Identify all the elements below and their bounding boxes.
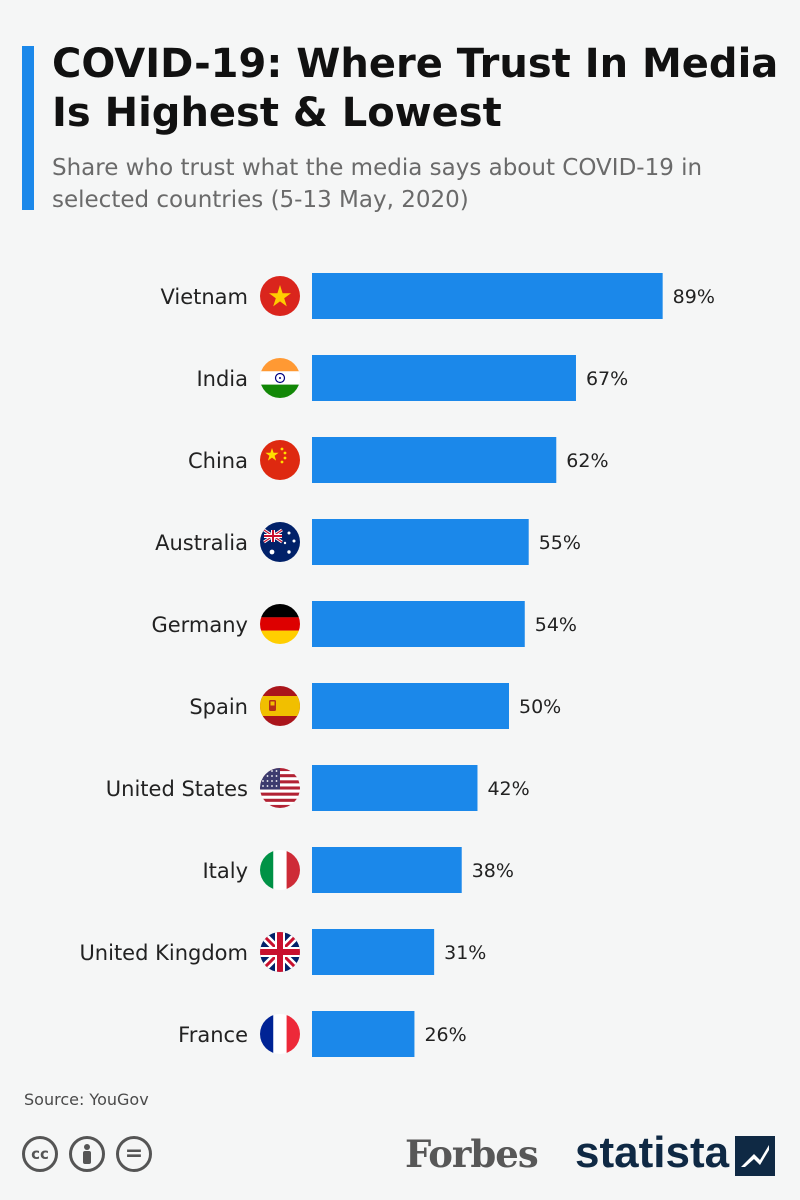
- category-label: France: [178, 1022, 248, 1048]
- category-label: India: [196, 366, 248, 392]
- australia-flag-icon: [260, 522, 300, 562]
- spain-flag-icon: [260, 686, 300, 726]
- category-label: Vietnam: [160, 284, 248, 310]
- bar-chart: Vietnam 89% India 67% China 62% Australia 55% Ge…: [0, 260, 800, 1070]
- chart-subtitle: Share who trust what the media says abou…: [52, 152, 782, 216]
- category-label: Germany: [151, 612, 248, 638]
- category-label: United States: [106, 776, 248, 802]
- value-label: 67%: [586, 367, 628, 391]
- value-label: 62%: [566, 449, 608, 473]
- chart-row: Italy 38%: [0, 846, 800, 896]
- india-flag-icon: [260, 358, 300, 398]
- no-derivatives-icon[interactable]: =: [116, 1136, 152, 1172]
- china-flag-icon: [260, 440, 300, 480]
- chart-row: India 67%: [0, 354, 800, 404]
- italy-flag-icon: [260, 850, 300, 890]
- category-label: Spain: [189, 694, 248, 720]
- chart-row: China 62%: [0, 436, 800, 486]
- attribution-icon[interactable]: [69, 1136, 105, 1172]
- statista-mark-icon: [735, 1136, 775, 1176]
- value-label: 89%: [673, 285, 715, 309]
- chart-row: United Kingdom 31%: [0, 928, 800, 978]
- statista-logo[interactable]: statista: [575, 1128, 729, 1178]
- value-label: 54%: [535, 613, 577, 637]
- chart-title: COVID-19: Where Trust In Media Is Highes…: [52, 40, 782, 138]
- germany-flag-icon: [260, 604, 300, 644]
- united-kingdom-flag-icon: [260, 932, 300, 972]
- value-label: 38%: [472, 859, 514, 883]
- united-states-flag-icon: [260, 768, 300, 808]
- chart-row: France 26%: [0, 1010, 800, 1060]
- value-label: 50%: [519, 695, 561, 719]
- chart-row: United States 42%: [0, 764, 800, 814]
- chart-row: Australia 55%: [0, 518, 800, 568]
- title-accent-bar: [22, 46, 34, 210]
- category-label: China: [188, 448, 248, 474]
- category-label: Italy: [202, 858, 248, 884]
- chart-row: Spain 50%: [0, 682, 800, 732]
- forbes-logo[interactable]: Forbes: [405, 1132, 538, 1176]
- vietnam-flag-icon: [260, 276, 300, 316]
- chart-row: Vietnam 89%: [0, 272, 800, 322]
- category-label: Australia: [155, 530, 248, 556]
- source-note: Source: YouGov: [24, 1090, 149, 1109]
- value-label: 42%: [487, 777, 529, 801]
- value-label: 31%: [444, 941, 486, 965]
- france-flag-icon: [260, 1014, 300, 1054]
- category-label: United Kingdom: [79, 940, 248, 966]
- creative-commons-icon[interactable]: cc: [22, 1136, 58, 1172]
- value-label: 26%: [424, 1023, 466, 1047]
- chart-row: Germany 54%: [0, 600, 800, 650]
- value-label: 55%: [539, 531, 581, 555]
